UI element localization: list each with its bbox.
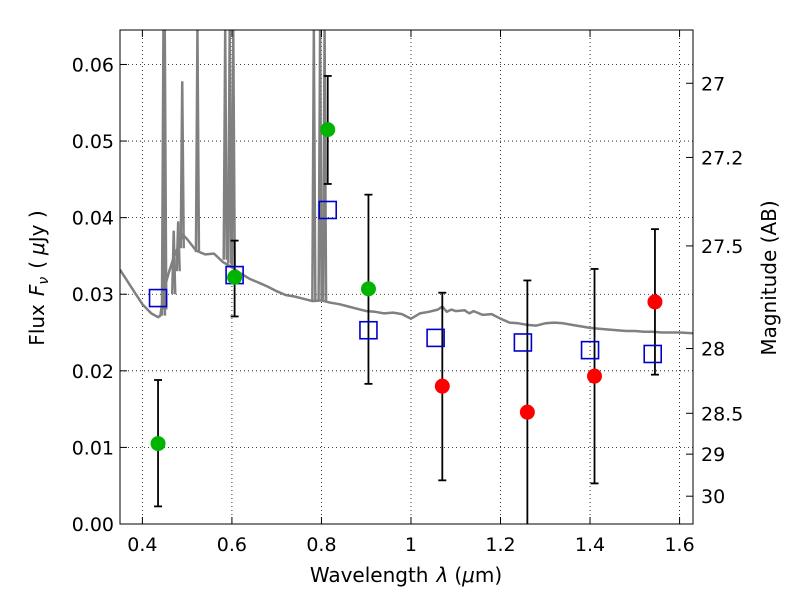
y-tick-labels: 0.00 0.01 0.02 0.03 0.04 0.05 0.06 [72,54,114,536]
model-flux-square [513,333,533,352]
x-tick-label: 1.2 [485,534,515,556]
model-flux-square [643,344,663,364]
mag-tick-label: 30 [701,486,725,508]
y-axis-label: FluxFν(μJy ) [25,210,52,345]
measured-points [150,122,663,452]
emission-line [162,30,168,310]
y-tick-label: 0.03 [72,284,114,306]
emission-line [317,30,323,301]
axis-ticks [120,30,693,525]
model-spectrum [120,30,693,335]
mag-tick-label: 28.5 [701,403,743,425]
model-flux-square [426,328,445,348]
y-tick-label: 0.06 [72,54,114,76]
model-flux-square [359,320,378,340]
emission-line [321,30,328,302]
mag-tick-label: 29 [701,444,725,466]
mag-tick-label: 27 [701,73,725,95]
emission-line [170,230,177,295]
x-tick-label: 1.6 [664,534,694,556]
emission-line [311,30,317,301]
model-flux-squares [148,200,663,364]
y-tick-label: 0.04 [72,208,114,230]
emission-line [226,30,233,264]
magnitude-tick-labels: 27 27.2 27.5 28 28.5 29 30 [701,73,743,508]
x-tick-label: 1.4 [575,534,605,556]
emission-line [222,30,228,260]
emission-line [179,81,185,249]
nir-point [647,294,663,310]
emission-line [230,30,237,267]
mag-tick-label: 27.2 [701,147,743,169]
plot-frame [119,29,694,525]
grid [120,30,693,524]
model-flux-square [580,340,600,360]
y-tick-label: 0.01 [72,437,114,459]
x-tick-label: 0.8 [306,534,336,556]
mag-tick-label: 28 [701,339,725,361]
model-flux-square [148,288,168,308]
model-continuum [120,233,693,335]
detection-point [150,436,166,452]
y-tick-label: 0.00 [72,514,114,536]
mag-tick-label: 27.5 [701,236,743,258]
emission-line [194,30,201,253]
x-tick-labels: 0.4 0.6 0.8 1 1.2 1.4 1.6 [127,534,694,556]
x-tick-label: 0.6 [217,534,247,556]
model-flux-square [318,200,338,220]
detection-point [227,269,243,285]
x-tick-label: 0.4 [127,534,157,556]
y-tick-label: 0.02 [72,361,114,383]
nir-point [587,368,603,384]
x-axis-label: Wavelength λ (μm) [310,563,502,587]
emission-line [175,221,181,272]
y-tick-label: 0.05 [72,131,114,153]
y2-axis-label: Magnitude (AB) [757,200,781,355]
x-tick-label: 1 [405,534,417,556]
nir-point [519,404,535,420]
detection-point [320,122,336,138]
nir-point [434,378,450,394]
detection-point [360,281,376,297]
